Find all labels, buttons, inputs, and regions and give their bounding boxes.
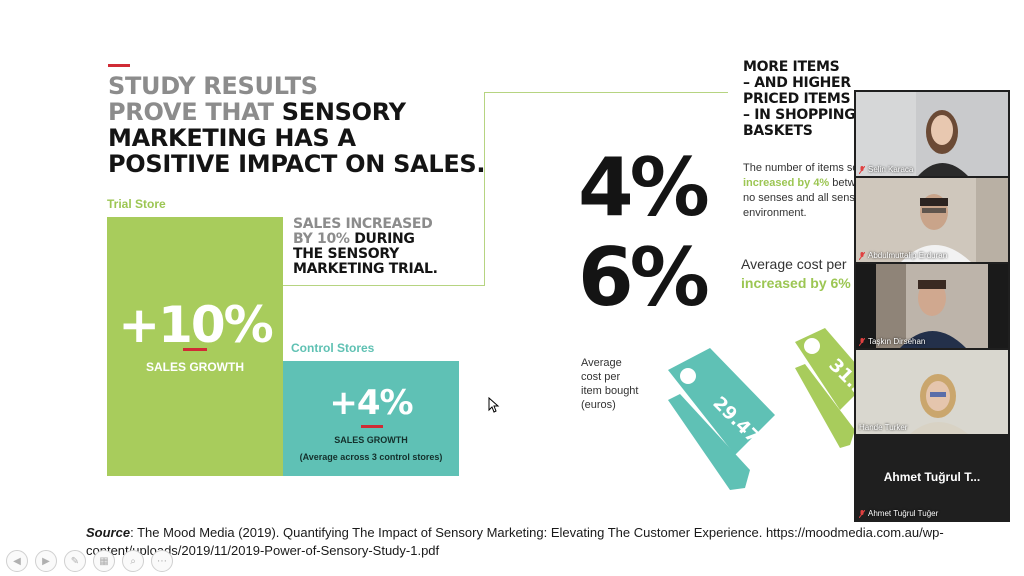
slide-heading: STUDY RESULTS PROVE THAT SENSORY MARKETI… [108,72,486,178]
heading-accent-dash [108,64,130,67]
connector-line [283,285,485,286]
sales-increased-line-4: MARKETING TRIAL. [293,261,438,277]
mic-muted-icon [858,251,866,260]
participant-tile[interactable]: Hande Turker [856,350,1008,434]
zoom-icon[interactable]: ⌕ [122,550,144,572]
video-feed-abdulmuttalip [856,178,1008,262]
green-price-tag: 31.3 [795,328,860,448]
average-item-cost-label: Average cost per item bought (euros) [581,356,638,412]
sales-increased-line-3: THE SENSORY [293,246,399,262]
connector-line [484,92,728,93]
participant-tile[interactable]: Abdulmuttalip Erduran [856,178,1008,262]
participant-name-text: Hande Turker [859,423,908,432]
participant-name: Selin Karaca [858,165,914,174]
heading-line-4: POSITIVE IMPACT ON SALES. [108,150,486,178]
connector-line [484,92,485,285]
price-tags-graphic: 29.47 31.3 [668,328,860,490]
mouse-cursor-icon [488,397,500,413]
heading-line-2: PROVE THAT SENSORY [108,99,468,125]
items-desc-line-2: increased by 4% betwe [743,176,858,191]
source-text: : The Mood Media (2019). Quantifying The… [86,525,944,558]
participant-name: Hande Turker [859,423,907,432]
control-underline [361,425,383,428]
more-items-line-4: – IN SHOPPING [743,107,856,123]
control-average-note: (Average across 3 control stores) [299,452,443,462]
teal-price-tag: 29.47 [668,348,775,490]
more-items-heading: MORE ITEMS – AND HIGHER PRICED ITEMS – I… [743,59,856,139]
avg-item-line-1: Average [581,357,622,369]
participant-display-name: Ahmet Tuğrul T... [883,470,981,484]
participant-name: Taşkın Dirsehan [858,337,926,346]
items-desc-line-4: environment. [743,207,807,219]
mic-muted-icon [858,509,866,518]
more-items-line-3: PRICED ITEMS [743,91,851,107]
participant-name-text: Taşkın Dirsehan [868,337,926,346]
trial-sales-growth: SALES GROWTH [146,360,244,374]
trial-pct: +10% [118,296,274,354]
sales-increased-line-2-dark: DURING [354,231,415,247]
items-desc-line-3: no senses and all sense [743,192,858,204]
slideshow-controls: ◀ ▶ ✎ ▦ ⌕ ⋯ [6,550,173,572]
participant-name: Abdulmuttalip Erduran [858,251,948,260]
trial-underline [183,348,207,351]
control-sales-growth: SALES GROWTH [334,435,408,445]
video-feed-taskin [856,264,1008,348]
participant-tile[interactable]: Selin Karaca [856,92,1008,176]
items-description: The number of items so increased by 4% b… [743,161,858,221]
heading-line-3: MARKETING HAS A [108,124,356,152]
trial-store-box: +10% SALES GROWTH [107,217,283,476]
participant-name-text: Ahmet Tuğrul Tuğer [868,509,939,518]
sales-increased-text: SALES INCREASED BY 10% DURING THE SENSOR… [293,217,438,277]
control-stores-box: +4% SALES GROWTH (Average across 3 contr… [283,361,459,476]
video-feed-selin [856,92,1008,176]
video-feed-hande [856,350,1008,434]
participant-tile[interactable]: Taşkın Dirsehan [856,264,1008,348]
items-desc-highlight: increased by 4% [743,177,830,189]
mic-muted-icon [858,337,866,346]
sales-increased-line-2: BY 10% DURING [293,232,438,247]
all-slides-icon[interactable]: ▦ [93,550,115,572]
control-pct: +4% [329,383,413,423]
more-options-icon[interactable]: ⋯ [151,550,173,572]
items-desc-line-2-rest: betwe [832,177,858,189]
average-cost-text: Average cost per increased by 6% [741,255,858,297]
more-items-line-5: BASKETS [743,123,813,139]
items-desc-line-1: The number of items so [743,162,858,174]
avg-item-line-3: item bought [581,385,639,397]
pen-icon[interactable]: ✎ [64,550,86,572]
sales-increased-line-2-grey: BY 10% [293,231,355,247]
previous-slide-icon[interactable]: ◀ [6,550,28,572]
more-items-line-1: MORE ITEMS [743,59,840,75]
source-citation: Source: The Mood Media (2019). Quantifyi… [86,524,1006,560]
avg-item-line-4: (euros) [581,399,616,411]
big-percent-4: 4% [578,141,710,234]
participant-name-text: Selin Karaca [868,165,914,174]
participant-tile[interactable]: Ahmet Tuğrul T... Ahmet Tuğrul Tuğer [856,436,1008,520]
mic-muted-icon [858,165,866,174]
avg-cost-line-1: Average cost per [741,256,847,272]
avg-item-line-2: cost per [581,371,621,383]
avg-cost-line-2: increased by 6% [741,275,851,291]
trial-store-label: Trial Store [107,197,166,211]
participant-name-text: Abdulmuttalip Erduran [868,251,948,260]
control-stores-label: Control Stores [291,341,375,355]
big-percent-6: 6% [578,231,710,324]
video-participants-panel: Selin Karaca Abdulmuttalip Erduran T [854,90,1010,522]
next-slide-icon[interactable]: ▶ [35,550,57,572]
participant-name: Ahmet Tuğrul Tuğer [858,509,939,518]
sales-increased-line-1: SALES INCREASED [293,216,433,232]
heading-line-1: STUDY RESULTS [108,72,318,100]
more-items-line-2: – AND HIGHER [743,75,851,91]
source-label: Source [86,525,131,540]
heading-line-2-dark: SENSORY [281,98,406,126]
heading-line-2-grey: PROVE THAT [108,98,282,126]
